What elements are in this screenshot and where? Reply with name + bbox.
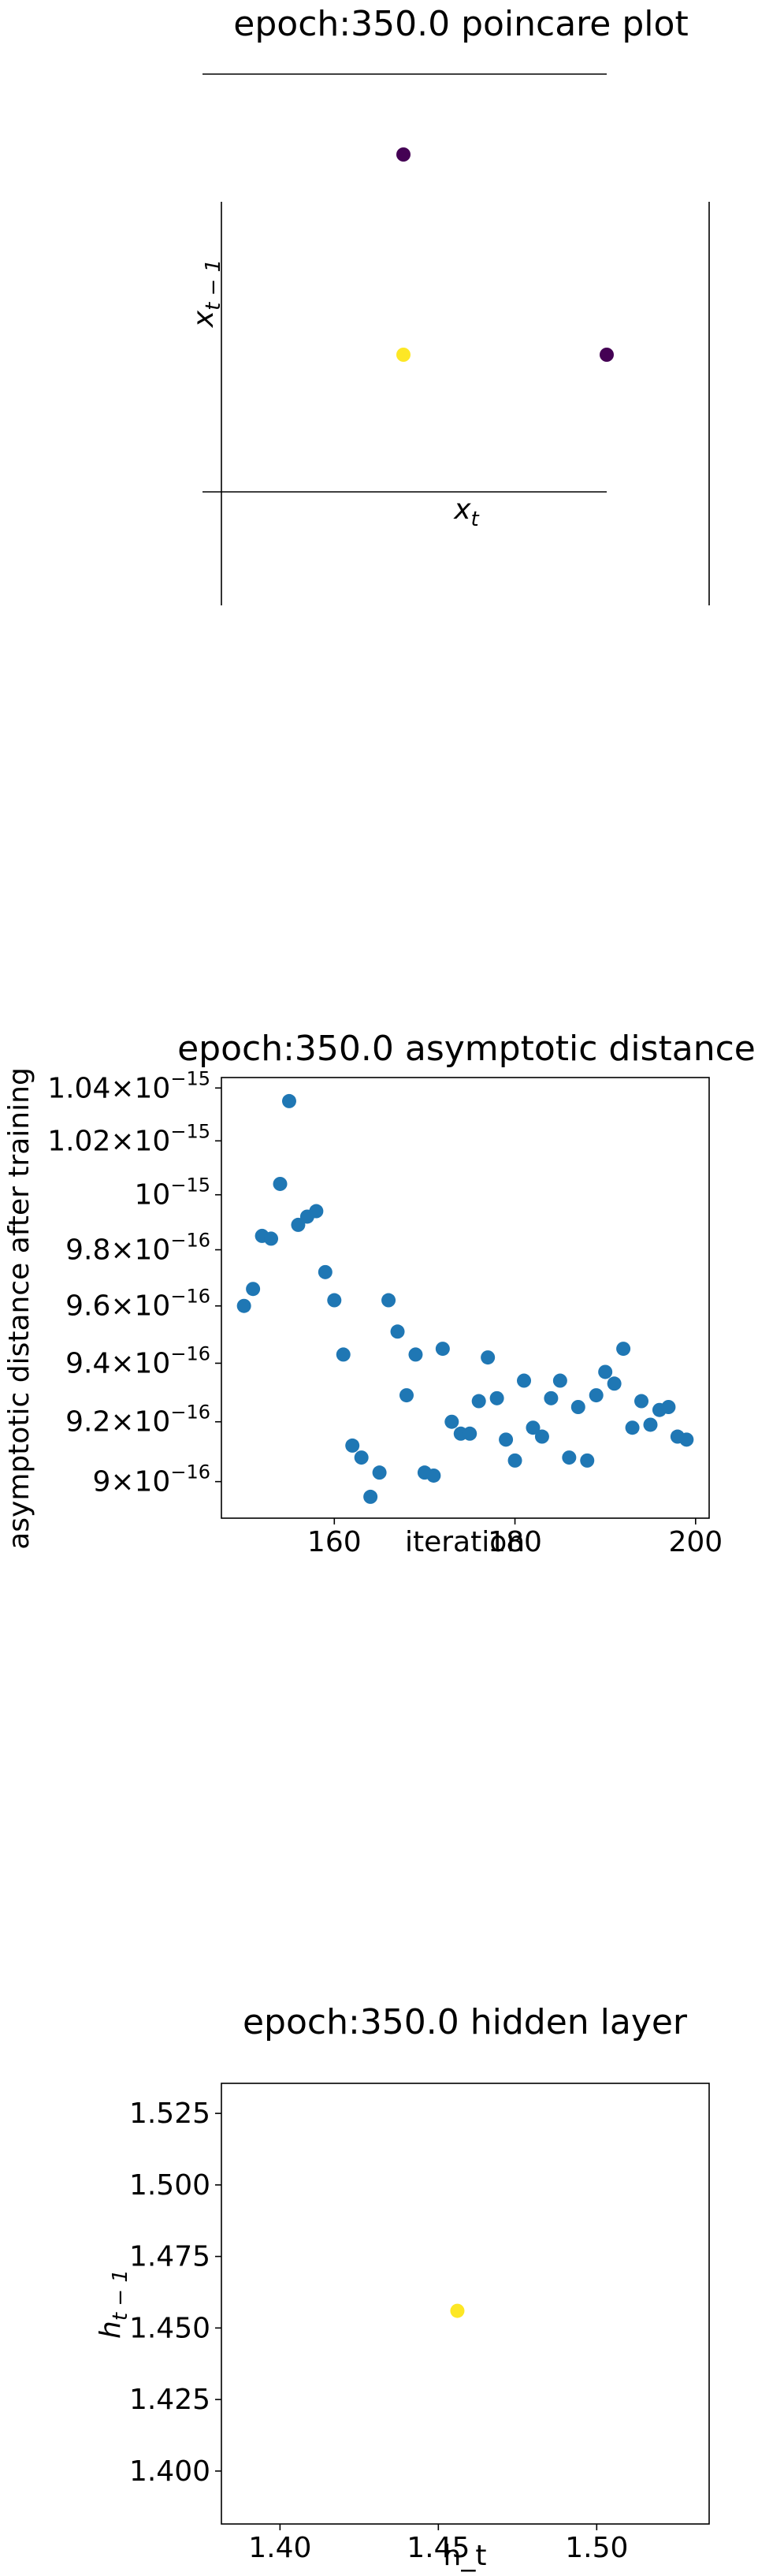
y-axis-label: xt − 1 [188, 259, 225, 328]
scatter-point [264, 1231, 279, 1246]
scatter-point [390, 1324, 405, 1339]
scatter-point [661, 1400, 676, 1415]
scatter-point [354, 1450, 369, 1465]
scatter-point [281, 1093, 296, 1108]
y-tick-label: 9.8×10−16 [65, 1230, 210, 1267]
chart-title: epoch:350.0 asymptotic distance [177, 1029, 756, 1069]
scatter-point [598, 1364, 613, 1379]
plot-frame [221, 2083, 710, 2525]
y-tick-label: 9.6×10−16 [65, 1286, 210, 1323]
scatter-point [580, 1453, 595, 1468]
hidden-layer-chart: epoch:350.0 hidden layer 1.400 1.425 1.450… [95, 2002, 710, 2572]
scatter-point [552, 1373, 567, 1388]
plot-points [450, 2303, 465, 2318]
scatter-point [625, 1420, 640, 1435]
y-tick-label: 1.02×10−15 [47, 1120, 210, 1157]
scatter-point [363, 1489, 378, 1504]
scatter-point [435, 1342, 450, 1357]
scatter-point [517, 1373, 532, 1388]
y-tick-label: 1.500 [129, 2169, 210, 2202]
scatter-point [396, 147, 411, 162]
scatter-point [600, 348, 614, 362]
scatter-point [236, 1298, 251, 1313]
y-tick-label: 9.4×10−16 [65, 1342, 210, 1379]
scatter-point [345, 1438, 360, 1453]
x-axis-label: xt [453, 493, 479, 531]
scatter-point [246, 1282, 261, 1297]
scatter-point [273, 1176, 288, 1191]
scatter-point [526, 1420, 541, 1435]
scatter-point [372, 1465, 387, 1480]
y-tick-label: 1.425 [129, 2384, 210, 2416]
x-axis-label: h_t [444, 2540, 487, 2572]
x-ticks: 160 180 200 [307, 1518, 723, 1558]
scatter-point [643, 1417, 658, 1432]
scatter-point [327, 1293, 342, 1308]
scatter-point [291, 1217, 306, 1232]
scatter-point [570, 1400, 585, 1415]
plot-frame [221, 1077, 710, 1519]
poincare-plot-chart: epoch:350.0 poincare plot xt xt − 1 [188, 4, 710, 605]
scatter-point [544, 1390, 559, 1405]
y-tick-label: 9×10−16 [92, 1461, 210, 1498]
scatter-point [679, 1432, 694, 1447]
scatter-point [562, 1450, 577, 1465]
scatter-point [399, 1388, 414, 1403]
x-tick-label: 1.45 [407, 2532, 470, 2564]
scatter-point [381, 1293, 396, 1308]
scatter-point [607, 1376, 622, 1391]
x-tick-label: 180 [488, 1526, 542, 1558]
chart-title: epoch:350.0 poincare plot [233, 4, 688, 44]
chart-title: epoch:350.0 hidden layer [243, 2002, 688, 2042]
scatter-point [426, 1468, 441, 1483]
scatter-point [534, 1429, 549, 1444]
plot-points [236, 1093, 694, 1504]
y-tick-label: 1.475 [129, 2241, 210, 2273]
scatter-point [336, 1347, 351, 1362]
scatter-point [408, 1347, 423, 1362]
scatter-point [507, 1453, 522, 1468]
x-tick-label: 1.50 [565, 2532, 628, 2564]
scatter-point [318, 1264, 333, 1279]
scatter-point [309, 1204, 324, 1219]
y-tick-label: 1.400 [129, 2455, 210, 2488]
y-ticks: 9×10−16 9.2×10−16 9.4×10−16 9.6×10−16 9.8×10… [47, 1067, 221, 1498]
y-ticks: 1.400 1.425 1.450 1.475 1.500 1.525 [129, 2098, 221, 2488]
scatter-point [489, 1390, 504, 1405]
y-tick-label: 1.525 [129, 2098, 210, 2130]
scatter-point [499, 1432, 514, 1447]
scatter-point [616, 1342, 631, 1357]
y-tick-label: 10−15 [135, 1174, 210, 1212]
scatter-point [463, 1426, 477, 1441]
scatter-point [589, 1388, 604, 1403]
x-tick-label: 200 [668, 1526, 723, 1558]
plot-points [396, 147, 614, 362]
y-axis-label: ht − 1 [95, 2269, 132, 2339]
x-ticks: 1.40 1.45 1.50 [248, 2524, 628, 2564]
y-tick-label: 9.2×10−16 [65, 1402, 210, 1439]
x-tick-label: 1.40 [248, 2532, 311, 2564]
x-tick-label: 160 [307, 1526, 362, 1558]
scatter-point [481, 1350, 496, 1365]
scatter-point [450, 2303, 465, 2318]
asymptotic-distance-chart: epoch:350.0 asymptotic distance 9×10−169… [3, 1029, 756, 1558]
scatter-point [471, 1394, 486, 1409]
y-axis-label: asymptotic distance after training [3, 1067, 35, 1550]
y-tick-label: 1.04×10−15 [47, 1067, 210, 1104]
scatter-point [444, 1414, 459, 1429]
x-axis-label: iteration [405, 1526, 525, 1558]
scatter-point [634, 1394, 649, 1409]
y-tick-label: 1.450 [129, 2312, 210, 2344]
scatter-point [396, 348, 411, 362]
